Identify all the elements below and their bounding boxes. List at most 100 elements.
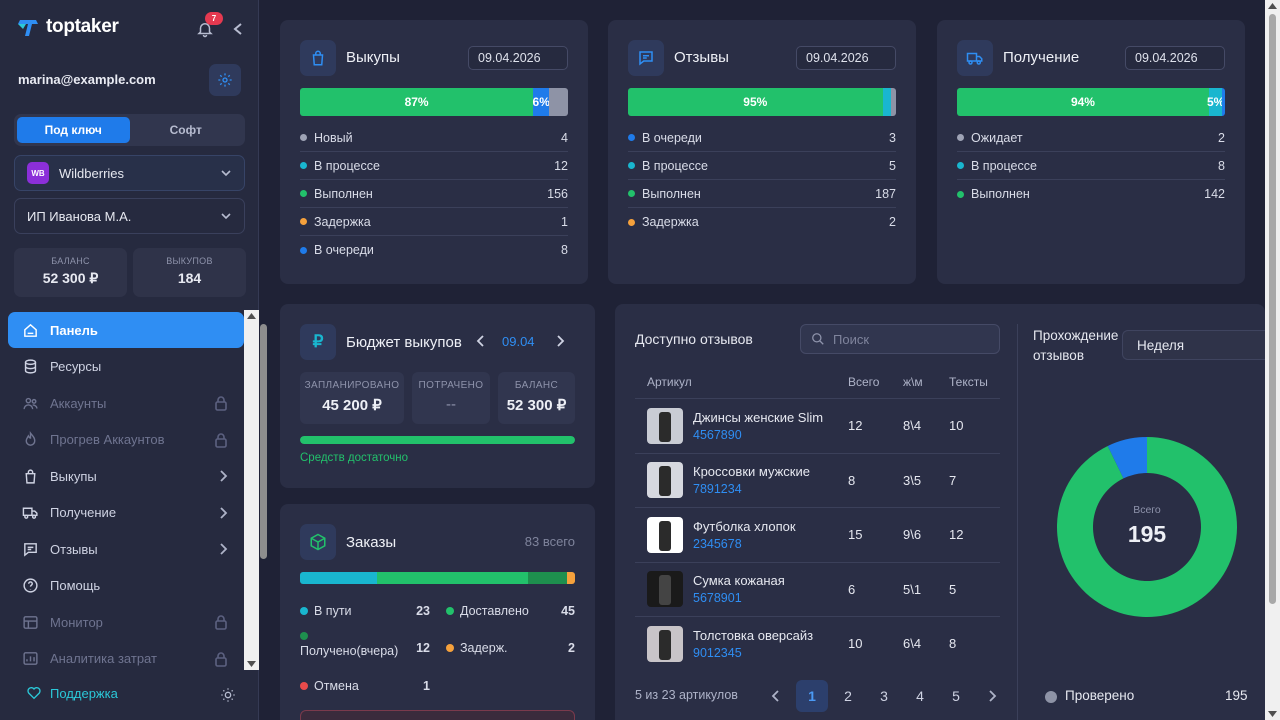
truck-icon (22, 507, 38, 520)
status-dot (300, 162, 307, 169)
scrollbar-thumb[interactable] (1269, 14, 1276, 604)
status-dot (628, 190, 635, 197)
stat-label: БАЛАНС (51, 256, 90, 266)
planned-box: ЗАПЛАНИРОВАНО 45 200 ₽ (300, 372, 404, 424)
product-sku[interactable]: 2345678 (693, 536, 742, 551)
settings-button[interactable] (209, 64, 241, 96)
table-row[interactable]: Кроссовки мужские 7891234 8 3\5 7 (635, 452, 1000, 508)
stat-value: 52 300 ₽ (42, 270, 99, 286)
budget-status: Средств достаточно (300, 452, 409, 464)
status-value: 12 (554, 158, 568, 173)
scroll-down-arrow-icon[interactable] (1268, 710, 1277, 718)
status-dot (300, 246, 307, 254)
product-sku[interactable]: 9012345 (693, 645, 742, 660)
product-sku[interactable]: 7891234 (693, 482, 742, 497)
orders-progress-segment (300, 572, 377, 584)
pager-info: 5 из 23 артикулов (635, 688, 738, 702)
orders-footer-button[interactable] (300, 710, 575, 720)
col-texts[interactable]: Тексты (949, 375, 988, 389)
table-row[interactable]: Футболка хлопок 2345678 15 9\6 12 (635, 507, 1000, 562)
page-scrollbar[interactable] (1265, 0, 1280, 720)
help-icon (23, 578, 38, 593)
product-name: Футболка хлопок (693, 518, 796, 534)
page-button[interactable]: 4 (916, 688, 924, 704)
status-value: 1 (561, 214, 568, 229)
order-stat-value: 45 (561, 604, 575, 618)
progress-segment (549, 88, 568, 116)
budget-date: 09.04 (502, 334, 535, 349)
date-picker[interactable]: 09.04.2026 (796, 46, 896, 70)
scroll-up-arrow-icon[interactable] (1268, 2, 1277, 10)
scroll-down-arrow-icon[interactable] (247, 660, 256, 668)
page-button[interactable]: 3 (880, 688, 888, 704)
nav-item-4[interactable]: Выкупы (8, 458, 244, 495)
reviews-texts: 7 (949, 472, 957, 488)
product-sku[interactable]: 4567890 (693, 427, 742, 442)
tab-software[interactable]: Софт (169, 123, 202, 137)
nav-item-7[interactable]: Помощь (8, 568, 244, 605)
col-fm[interactable]: ж\м (903, 375, 923, 389)
prev-page-button[interactable] (760, 680, 792, 712)
reviews-texts: 8 (949, 636, 957, 652)
nav-item-1[interactable]: Ресурсы (8, 349, 244, 386)
tab-turnkey[interactable]: Под ключ (17, 117, 130, 143)
page-button[interactable]: 5 (952, 688, 960, 704)
status-row: В процессе 5 (628, 152, 896, 180)
purchases-stat: ВЫКУПОВ 184 (133, 248, 246, 297)
nav-item-6[interactable]: Отзывы (8, 531, 244, 568)
status-value: 2 (1218, 130, 1225, 145)
card-title: Получение (1003, 49, 1080, 66)
collapse-sidebar-button[interactable] (231, 21, 245, 37)
status-dot (628, 162, 635, 169)
marketplace-select[interactable]: WB Wildberries (14, 155, 245, 191)
status-row: В процессе 8 (957, 152, 1225, 180)
search-input[interactable]: Поиск (800, 324, 1000, 354)
date-picker[interactable]: 09.04.2026 (1125, 46, 1225, 70)
status-value: 4 (561, 130, 568, 145)
date-picker[interactable]: 09.04.2026 (468, 46, 568, 70)
scroll-up-arrow-icon[interactable] (247, 312, 256, 320)
sun-icon (221, 688, 235, 702)
page-button[interactable]: 1 (796, 680, 828, 712)
nav-item-0[interactable]: Панель (8, 312, 244, 348)
status-dot (957, 162, 964, 169)
nav-item-9[interactable]: Аналитика затрат (8, 641, 244, 669)
col-total[interactable]: Всего (848, 375, 880, 389)
entity-select[interactable]: ИП Иванова М.А. (14, 198, 245, 234)
budget-progress (300, 436, 575, 444)
nav-item-2[interactable]: Аккаунты (8, 385, 244, 422)
table-row[interactable]: Сумка кожаная 5678901 6 5\1 5 (635, 561, 1000, 617)
theme-toggle[interactable] (220, 687, 236, 708)
marketplace-name: Wildberries (59, 165, 125, 181)
page-button[interactable]: 2 (844, 688, 852, 704)
nav-item-5[interactable]: Получение (8, 495, 244, 532)
col-article[interactable]: Артикул (647, 375, 692, 389)
table-row[interactable]: Джинсы женские Slim 4567890 12 8\4 10 (635, 398, 1000, 453)
nav-item-8[interactable]: Монитор (8, 604, 244, 641)
database-icon (24, 359, 37, 374)
table-row[interactable]: Толстовка оверсайз 9012345 10 6\4 8 (635, 616, 1000, 671)
orders-progress-segment (528, 572, 567, 584)
chevron-right-icon (220, 470, 228, 482)
next-date-button[interactable] (554, 334, 566, 353)
notification-badge: 7 (205, 12, 223, 25)
scrollbar-thumb[interactable] (260, 324, 267, 559)
product-thumbnail (647, 516, 683, 553)
orders-total: 83 всего (524, 534, 575, 549)
legend-label: Проверено (1065, 688, 1135, 703)
support-link[interactable]: Поддержка (26, 685, 118, 701)
next-page-button[interactable] (976, 680, 1008, 712)
logo[interactable]: toptaker (16, 16, 119, 38)
product-sku[interactable]: 5678901 (693, 591, 742, 606)
sidebar-scrollbar[interactable] (244, 310, 267, 670)
notifications-button[interactable]: 7 (196, 12, 223, 40)
monitor-icon (23, 615, 38, 629)
reviews-table-body: Джинсы женские Slim 4567890 12 8\4 10 Кроссов… (635, 398, 1000, 671)
prev-date-button[interactable] (475, 334, 487, 353)
progress-segment: 94% (957, 88, 1209, 116)
status-label: Выполнен (642, 186, 701, 201)
product-info: Джинсы женские Slim 4567890 (693, 410, 838, 442)
period-select[interactable]: Неделя (1122, 330, 1265, 360)
nav-item-3[interactable]: Прогрев Аккаунтов (8, 422, 244, 459)
flame-icon (25, 431, 36, 447)
